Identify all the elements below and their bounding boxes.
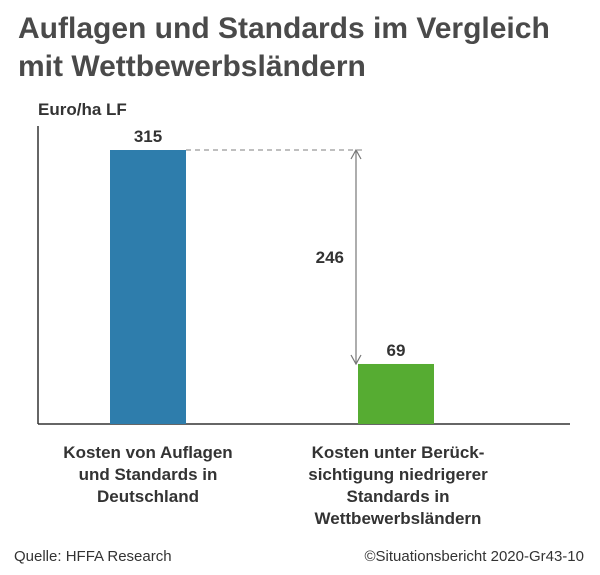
y-axis-label: Euro/ha LF — [38, 100, 127, 119]
value-label-wettbewerbslaender: 69 — [387, 341, 406, 360]
bar-deutschland — [110, 150, 186, 424]
copyright-note: ©Situationsbericht 2020-Gr43-10 — [364, 548, 584, 565]
bar-wettbewerbslaender — [358, 363, 434, 424]
category-label-deutschland: Kosten von Auflagen und Standards in Deu… — [63, 443, 233, 506]
difference-label: 246 — [316, 248, 344, 267]
category-label-wettbewerbslaender: Kosten unter Berück- sichtigung niedrige… — [308, 443, 488, 528]
chart-title: Auflagen und Standards im Vergleich mit … — [18, 12, 550, 83]
difference-label-background — [306, 244, 346, 269]
arrow-head-up-icon — [350, 148, 362, 160]
value-label-deutschland: 315 — [134, 127, 162, 146]
arrow-head-down-icon — [350, 354, 362, 366]
source-note: Quelle: HFFA Research — [14, 548, 172, 565]
